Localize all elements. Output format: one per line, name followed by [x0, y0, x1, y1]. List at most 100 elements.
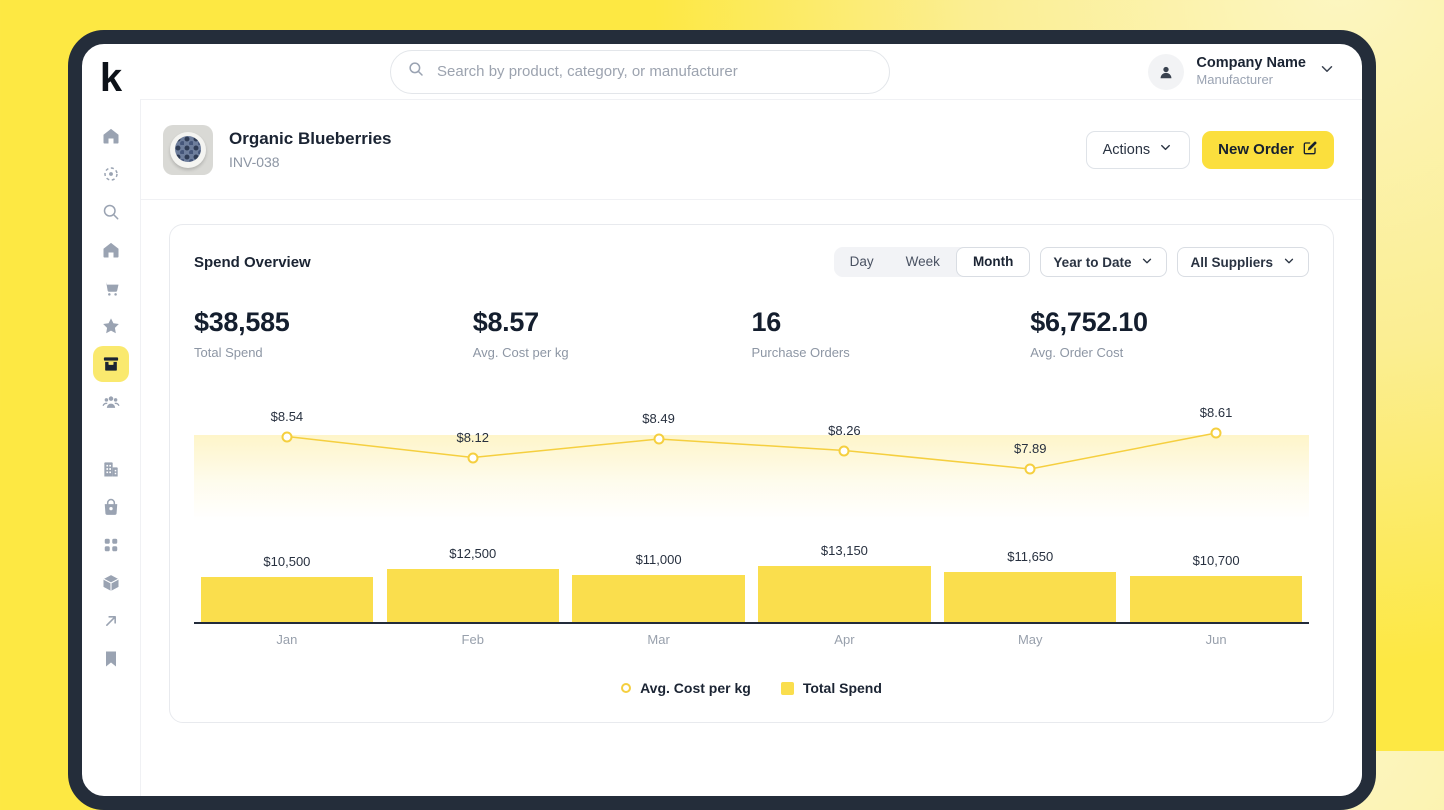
chart-bar — [758, 566, 931, 622]
tab-month[interactable]: Month — [955, 247, 1031, 277]
kpi-avg-order-cost: $6,752.10 Avg. Order Cost — [1030, 307, 1309, 360]
card-title: Spend Overview — [194, 253, 311, 271]
chart-month-label: Apr — [834, 632, 855, 647]
sidebar-item-export[interactable] — [93, 603, 129, 639]
sidebar-item-packages[interactable] — [93, 565, 129, 601]
account-name: Company Name — [1196, 55, 1306, 72]
search-icon — [101, 202, 121, 222]
sidebar-item-apps[interactable] — [93, 527, 129, 563]
tab-week[interactable]: Week — [905, 254, 940, 269]
external-link-icon — [101, 611, 121, 631]
kpi-value: $6,752.10 — [1030, 307, 1148, 337]
app-window: k — [68, 30, 1376, 810]
supplier-select[interactable]: All Suppliers — [1177, 247, 1309, 277]
sidebar-item-saved[interactable] — [93, 641, 129, 677]
card-header: Spend Overview Day Week Month Year to Da… — [194, 247, 1309, 277]
point-value-label: $8.26 — [828, 422, 861, 438]
cost-line — [286, 432, 1217, 470]
apps-icon — [101, 535, 121, 555]
page-title: Organic Blueberries — [229, 129, 392, 148]
chart-point — [281, 431, 293, 442]
sidebar-item-search[interactable] — [93, 194, 129, 230]
chart-legend: Avg. Cost per kg Total Spend — [194, 680, 1309, 696]
sidebar-item-scan[interactable] — [93, 156, 129, 192]
kpi-label: Total Spend — [194, 345, 263, 360]
bookmark-icon — [101, 649, 121, 669]
chart-bar — [572, 575, 745, 622]
chart-controls: Day Week Month Year to Date All Supplier… — [833, 247, 1309, 277]
chart-bar — [1129, 576, 1303, 622]
sidebar-item-inventory[interactable] — [93, 346, 129, 382]
kpi-label: Purchase Orders — [751, 345, 850, 360]
kpi-avg-cost: $8.57 Avg. Cost per kg — [473, 307, 752, 360]
range-segmented-control: Day Week Month — [833, 247, 1031, 277]
store-icon — [101, 240, 121, 260]
person-icon — [1160, 66, 1172, 78]
kpi-row: $38,585 Total Spend $8.57 Avg. Cost per … — [194, 307, 1309, 360]
sidebar-item-team[interactable] — [93, 384, 129, 420]
sidebar-item-purchases[interactable] — [93, 489, 129, 525]
actions-button[interactable]: Actions — [1085, 130, 1191, 169]
kpi-purchase-orders: 16 Purchase Orders — [752, 307, 1031, 360]
bag-icon — [101, 497, 121, 517]
search-input[interactable] — [435, 62, 873, 81]
header-actions: Actions New Order — [1085, 130, 1334, 169]
spend-overview-card: Spend Overview Day Week Month Year to Da… — [169, 224, 1334, 723]
search-bar[interactable] — [390, 49, 890, 94]
point-value-label: $8.49 — [642, 411, 675, 426]
product-title-block: Organic Blueberries INV-038 — [229, 129, 392, 170]
point-value-label: $8.54 — [270, 408, 304, 424]
sidebar-item-home[interactable] — [93, 118, 129, 154]
legend-item-line: Avg. Cost per kg — [621, 680, 751, 696]
chevron-down-icon — [1140, 254, 1154, 271]
kpi-value: $38,585 — [194, 307, 290, 337]
cart-icon — [101, 278, 121, 298]
chart-month-label: Jan — [276, 632, 298, 647]
bar-marker-icon — [780, 681, 794, 695]
spend-chart: $10,500 Jan $12,500 Feb $11,000 Mar $13,150 Apr… — [194, 398, 1309, 650]
point-value-label: $8.12 — [456, 429, 490, 445]
users-icon — [101, 392, 121, 412]
kpi-value: 16 — [751, 307, 782, 337]
sidebar-item-store[interactable] — [93, 232, 129, 268]
product-header: Organic Blueberries INV-038 Actions New … — [141, 100, 1362, 200]
account-menu[interactable]: Company Name Manufacturer — [1148, 53, 1336, 90]
bar-value-label: $12,500 — [449, 546, 497, 561]
scan-icon — [101, 164, 121, 184]
chart-month-label: Jun — [1205, 632, 1227, 647]
account-role: Manufacturer — [1196, 72, 1273, 88]
chart-area-band — [194, 435, 1309, 521]
period-select-value: Year to Date — [1053, 254, 1132, 270]
chart-point — [467, 452, 479, 463]
period-select[interactable]: Year to Date — [1040, 247, 1168, 277]
topbar: Company Name Manufacturer — [140, 44, 1362, 100]
sidebar-item-cart[interactable] — [93, 270, 129, 306]
product-code: INV-038 — [229, 154, 280, 170]
blueberries-graphic — [175, 135, 201, 162]
chevron-down-icon — [1158, 140, 1173, 159]
bar-value-label: $11,650 — [1007, 549, 1054, 564]
chevron-down-icon — [1318, 60, 1336, 83]
kpi-total-spend: $38,585 Total Spend — [194, 307, 473, 360]
tab-day[interactable]: Day — [849, 254, 874, 269]
new-order-button[interactable]: New Order — [1202, 130, 1334, 169]
chart-point — [653, 433, 665, 445]
edit-icon — [1302, 140, 1318, 160]
product-image — [163, 124, 213, 175]
sidebar-item-favorites[interactable] — [93, 308, 129, 344]
star-icon — [101, 316, 121, 336]
bar-value-label: $10,500 — [263, 554, 311, 569]
chart-baseline — [194, 622, 1309, 624]
supplier-select-value: All Suppliers — [1190, 254, 1273, 270]
legend-label: Avg. Cost per kg — [640, 680, 751, 696]
bar-value-label: $11,000 — [635, 552, 682, 567]
sidebar-item-company[interactable] — [93, 451, 129, 487]
chart-month-label: Feb — [461, 632, 484, 647]
chart-point — [1210, 427, 1222, 439]
chart-point — [838, 445, 850, 456]
chart-bar — [200, 577, 374, 622]
line-marker-icon — [621, 683, 632, 693]
content-area: Spend Overview Day Week Month Year to Da… — [141, 200, 1362, 796]
kpi-label: Avg. Order Cost — [1030, 345, 1124, 360]
bar-value-label: $13,150 — [820, 543, 868, 558]
